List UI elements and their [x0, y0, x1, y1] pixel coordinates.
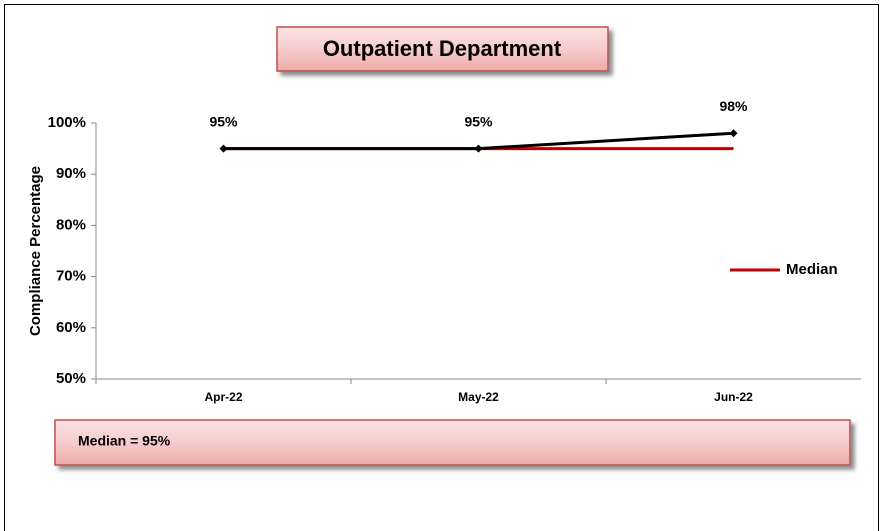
- marker: [729, 129, 738, 138]
- data-label: 95%: [464, 113, 493, 129]
- y-tick-label: 60%: [56, 319, 86, 336]
- legend-label: Median: [786, 261, 838, 278]
- y-tick-label: 70%: [56, 268, 86, 285]
- y-tick-label: 100%: [48, 114, 86, 131]
- data-label: 98%: [719, 98, 748, 114]
- y-axis-label: Compliance Percentage: [27, 166, 44, 336]
- y-tick-label: 80%: [56, 216, 86, 233]
- y-tick-label: 50%: [56, 370, 86, 387]
- marker: [219, 144, 228, 153]
- x-tick-label: May-22: [458, 390, 499, 404]
- data-label: 95%: [209, 113, 238, 129]
- annotation: Median = 95%: [78, 433, 171, 449]
- marker: [474, 144, 483, 153]
- x-tick-label: Jun-22: [714, 390, 753, 404]
- annotation-box: [54, 419, 851, 466]
- chart-title: Outpatient Department: [323, 36, 562, 61]
- x-tick-label: Apr-22: [204, 390, 242, 404]
- title-box: [276, 26, 609, 72]
- y-tick-label: 90%: [56, 165, 86, 182]
